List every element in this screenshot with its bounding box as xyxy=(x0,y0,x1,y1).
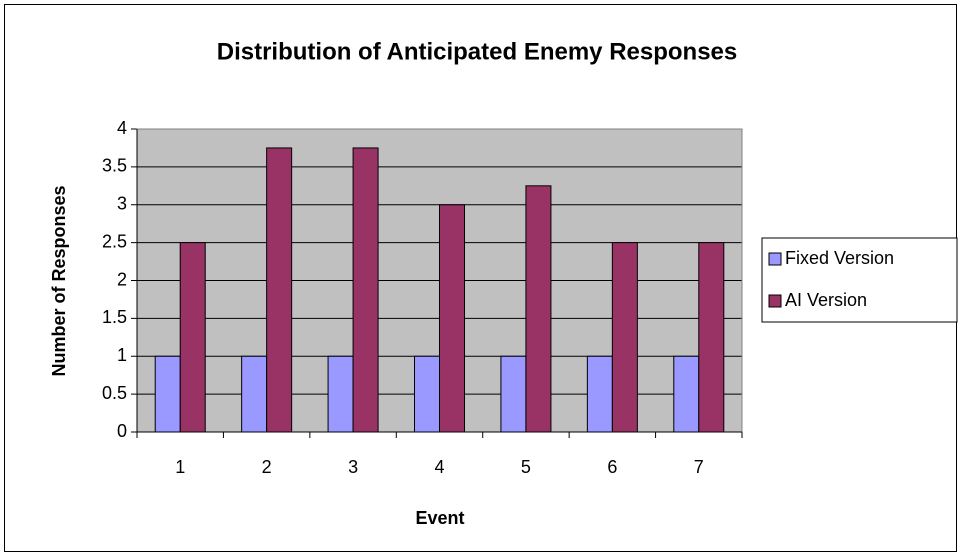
bar xyxy=(586,355,613,433)
bar xyxy=(698,242,725,433)
x-tick-label: 3 xyxy=(348,457,358,477)
legend-box xyxy=(761,237,958,323)
y-axis-title: Number of Responses xyxy=(49,185,69,376)
y-tick-label: 2 xyxy=(117,269,127,289)
bar xyxy=(414,355,440,433)
legend-swatch xyxy=(768,294,782,308)
y-tick-label: 4 xyxy=(117,118,127,138)
x-tick-label: 4 xyxy=(434,457,444,477)
x-axis-title: Event xyxy=(415,508,464,528)
bar xyxy=(439,204,465,433)
y-tick-label: 0 xyxy=(117,421,127,441)
bar xyxy=(327,355,354,433)
bar xyxy=(266,147,293,433)
x-tick-label: 5 xyxy=(521,457,531,477)
x-tick-label: 7 xyxy=(694,457,704,477)
legend-swatch xyxy=(768,252,782,266)
y-tick-label: 3 xyxy=(117,194,127,214)
bar xyxy=(500,355,527,433)
x-tick-label: 6 xyxy=(607,457,617,477)
legend-label: Fixed Version xyxy=(785,248,894,268)
bar xyxy=(611,242,638,433)
y-tick-label: 2.5 xyxy=(102,231,127,251)
x-tick-label: 2 xyxy=(262,457,272,477)
legend-label: AI Version xyxy=(785,290,867,310)
bar xyxy=(241,355,268,433)
bar xyxy=(352,147,379,433)
bar xyxy=(154,355,181,433)
y-tick-label: 3.5 xyxy=(102,156,127,176)
bar xyxy=(179,242,206,433)
bar xyxy=(673,355,700,433)
chart-title: Distribution of Anticipated Enemy Respon… xyxy=(217,38,738,65)
y-tick-label: 1.5 xyxy=(102,307,127,327)
x-tick-label: 1 xyxy=(175,457,185,477)
bar xyxy=(525,185,552,433)
y-tick-label: 0.5 xyxy=(102,383,127,403)
y-tick-label: 1 xyxy=(117,345,127,365)
